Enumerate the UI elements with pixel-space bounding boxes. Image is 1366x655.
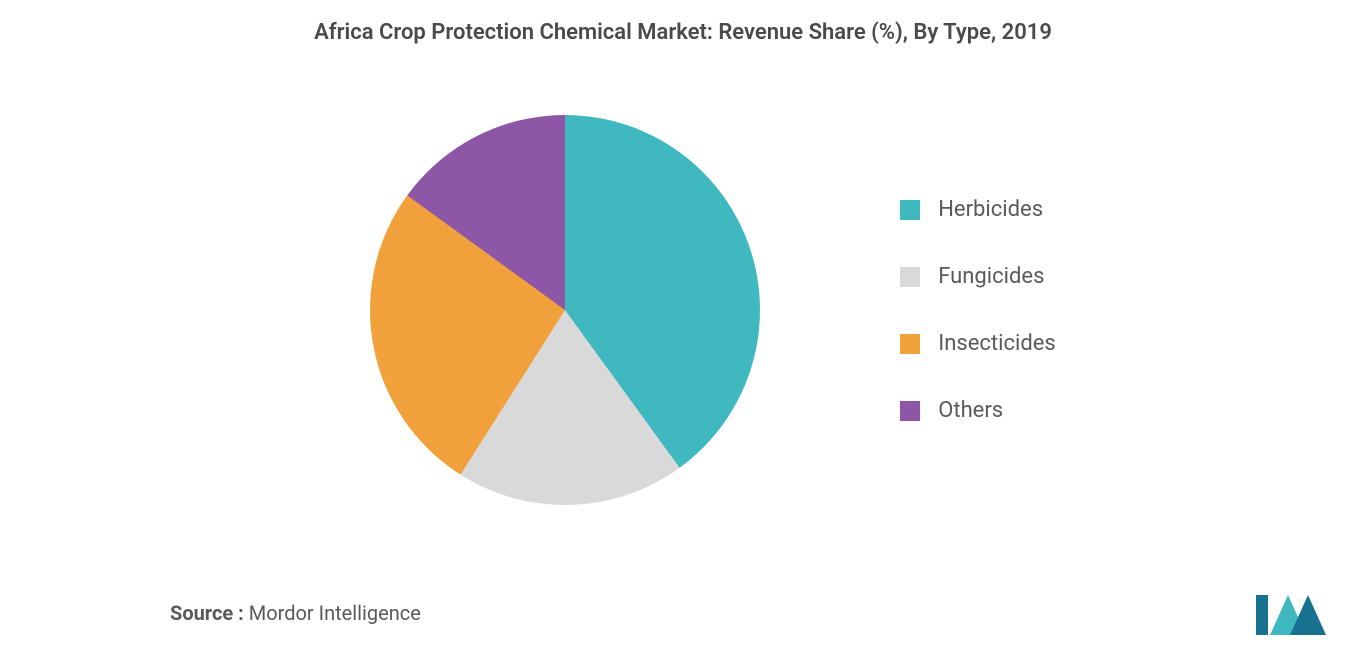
source-value: Mordor Intelligence	[249, 601, 421, 625]
legend-label: Others	[938, 398, 1003, 423]
source-attribution: Source : Mordor Intelligence	[170, 601, 421, 625]
legend-swatch	[900, 334, 920, 354]
legend-item: Fungicides	[900, 264, 1056, 289]
legend: Herbicides Fungicides Insecticides Others	[900, 197, 1056, 423]
legend-label: Fungicides	[938, 264, 1044, 289]
pie-chart	[370, 115, 760, 505]
chart-title: Africa Crop Protection Chemical Market: …	[0, 20, 1366, 45]
legend-swatch	[900, 200, 920, 220]
legend-label: Insecticides	[938, 331, 1056, 356]
mordor-logo-icon	[1256, 585, 1326, 635]
legend-item: Herbicides	[900, 197, 1056, 222]
legend-label: Herbicides	[938, 197, 1043, 222]
legend-swatch	[900, 267, 920, 287]
legend-item: Others	[900, 398, 1056, 423]
legend-swatch	[900, 401, 920, 421]
chart-area: Herbicides Fungicides Insecticides Others	[0, 70, 1366, 550]
legend-item: Insecticides	[900, 331, 1056, 356]
source-label: Source :	[170, 601, 244, 625]
